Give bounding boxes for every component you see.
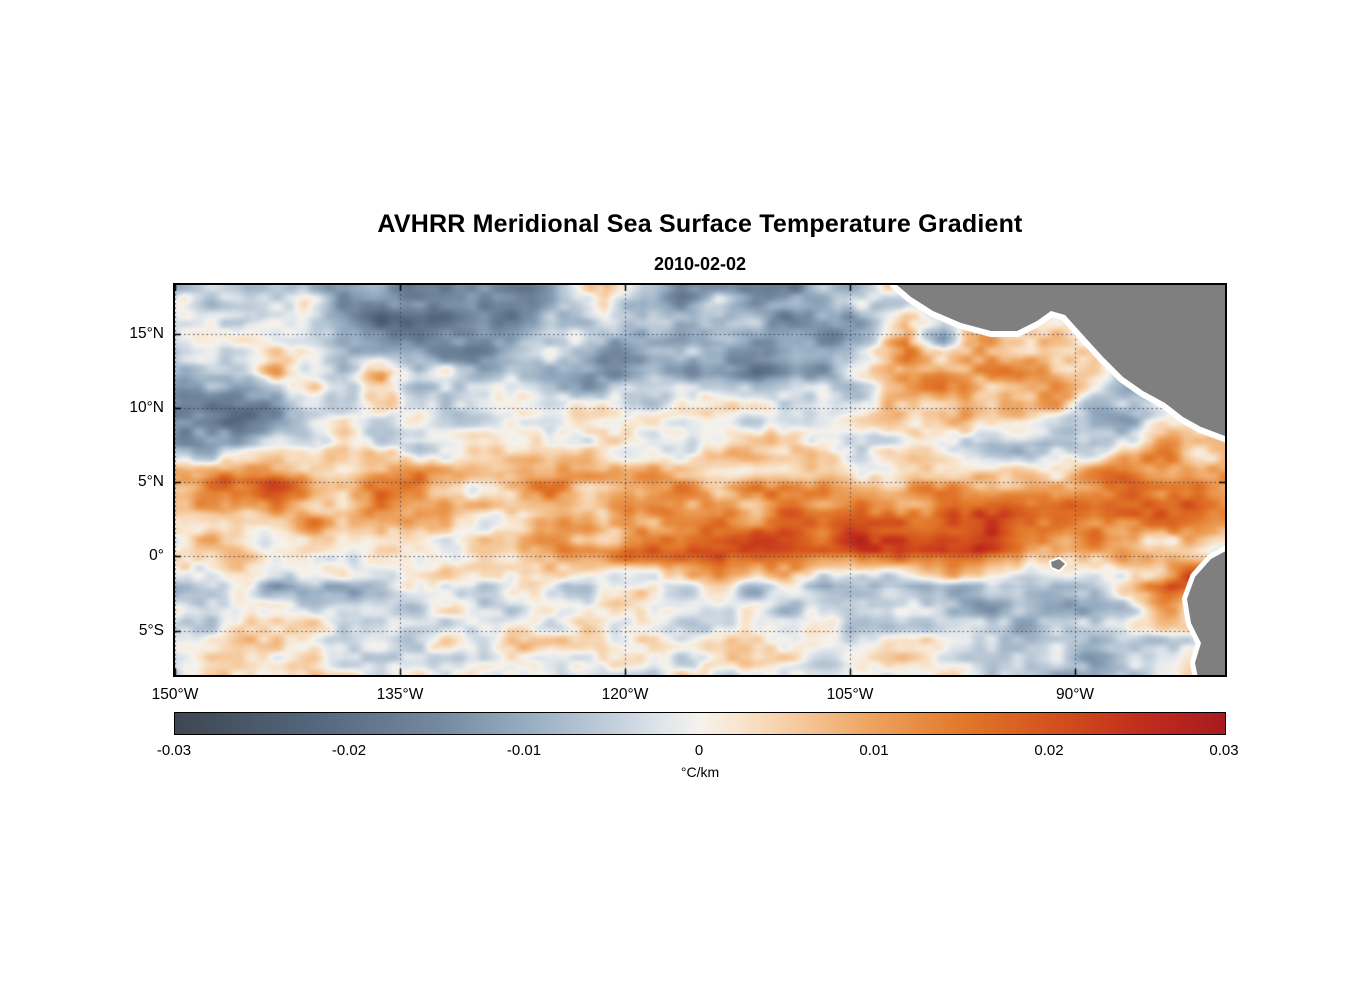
y-tick-label: 15°N bbox=[129, 324, 164, 342]
colorbar-tick-label: 0.02 bbox=[1034, 742, 1064, 759]
chart-subtitle: 2010-02-02 bbox=[653, 254, 747, 274]
land-overlay bbox=[889, 285, 1225, 675]
x-tick-label: 120°W bbox=[601, 686, 649, 703]
colorbar-tick-label: -0.01 bbox=[506, 742, 542, 759]
land-south-america bbox=[1187, 551, 1225, 675]
y-tick-label: 5°S bbox=[138, 621, 164, 639]
y-tick-label: 10°N bbox=[129, 399, 164, 417]
sst-gradient-heatmap bbox=[175, 285, 1225, 675]
colorbar bbox=[174, 712, 1226, 735]
colorbar-unit-label: °C/km bbox=[680, 764, 720, 780]
land-central-america bbox=[897, 285, 1225, 436]
land-galapagos-islands bbox=[1051, 559, 1065, 570]
y-tick-label: 5°N bbox=[137, 473, 164, 491]
y-tick-label: 0° bbox=[149, 547, 164, 565]
colorbar-tick-label: 0 bbox=[694, 742, 704, 759]
x-tick-label: 135°W bbox=[376, 686, 424, 703]
colorbar-tick-label: 0.01 bbox=[859, 742, 889, 759]
chart-title: AVHRR Meridional Sea Surface Temperature… bbox=[377, 210, 1023, 238]
x-tick-label: 105°W bbox=[826, 686, 874, 703]
colorbar-tick-label: -0.03 bbox=[156, 742, 192, 759]
map-plot-area bbox=[173, 283, 1227, 677]
colorbar-tick-label: -0.02 bbox=[331, 742, 367, 759]
x-tick-label: 90°W bbox=[1055, 686, 1095, 703]
x-tick-label: 150°W bbox=[151, 686, 199, 703]
colorbar-tick-label: 0.03 bbox=[1209, 742, 1239, 759]
